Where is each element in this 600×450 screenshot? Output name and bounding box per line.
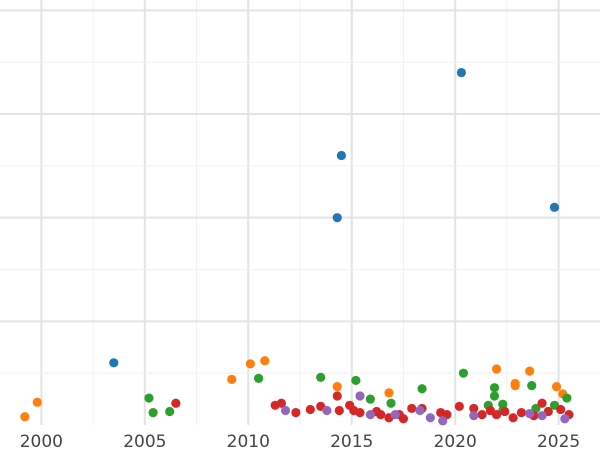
data-point bbox=[454, 401, 464, 411]
data-point bbox=[500, 406, 510, 417]
data-point bbox=[549, 202, 560, 212]
data-point bbox=[491, 364, 502, 374]
data-point bbox=[407, 403, 417, 414]
data-point bbox=[165, 406, 175, 417]
data-point bbox=[355, 391, 365, 401]
data-point bbox=[477, 410, 487, 420]
data-point bbox=[398, 414, 409, 424]
x-tick-labels: 2000 2005 2010 2015 2020 2025 bbox=[20, 432, 581, 450]
data-point bbox=[291, 407, 301, 418]
data-point bbox=[171, 398, 181, 408]
data-point bbox=[351, 375, 361, 386]
x-tick-label: 2005 bbox=[123, 432, 166, 450]
data-point bbox=[332, 382, 342, 392]
data-point bbox=[489, 383, 500, 393]
data-point bbox=[537, 398, 547, 408]
data-point bbox=[332, 391, 342, 401]
data-point bbox=[556, 404, 566, 415]
data-point bbox=[305, 404, 315, 415]
data-point bbox=[560, 414, 570, 424]
data-point bbox=[365, 410, 375, 420]
data-point bbox=[365, 394, 375, 404]
data-point bbox=[415, 405, 425, 416]
data-point bbox=[336, 150, 346, 161]
data-point bbox=[384, 388, 394, 398]
data-point bbox=[386, 398, 396, 408]
data-point bbox=[456, 67, 466, 78]
data-point bbox=[417, 384, 427, 394]
data-point bbox=[458, 368, 469, 378]
data-point bbox=[227, 374, 237, 384]
data-point bbox=[525, 408, 535, 419]
data-point bbox=[469, 403, 479, 414]
data-point bbox=[438, 416, 448, 426]
data-point bbox=[510, 378, 520, 389]
data-point bbox=[334, 405, 344, 416]
data-point bbox=[491, 410, 502, 420]
data-point bbox=[32, 397, 42, 407]
data-points bbox=[20, 67, 574, 426]
data-point bbox=[516, 407, 526, 418]
x-tick-label: 2000 bbox=[20, 432, 63, 450]
data-point bbox=[376, 410, 386, 420]
data-point bbox=[562, 393, 572, 403]
data-point bbox=[525, 366, 535, 376]
data-point bbox=[551, 382, 562, 392]
data-point bbox=[537, 411, 547, 421]
data-point bbox=[254, 373, 264, 383]
data-point bbox=[425, 413, 435, 423]
x-tick-label: 2010 bbox=[227, 432, 270, 450]
data-point bbox=[469, 411, 479, 421]
data-point bbox=[531, 403, 541, 414]
x-tick-label: 2015 bbox=[330, 432, 373, 450]
series-0 bbox=[109, 67, 560, 368]
data-point bbox=[276, 398, 286, 408]
series-4 bbox=[280, 391, 570, 426]
data-point bbox=[322, 405, 332, 416]
data-point bbox=[332, 213, 342, 223]
series-1 bbox=[20, 356, 568, 422]
data-point bbox=[316, 372, 326, 382]
data-point bbox=[489, 391, 500, 401]
data-point bbox=[20, 412, 30, 422]
grid-layer bbox=[0, 0, 600, 425]
data-point bbox=[390, 410, 400, 420]
data-point bbox=[280, 405, 291, 416]
x-tick-label: 2025 bbox=[537, 432, 580, 450]
data-point bbox=[245, 359, 255, 369]
data-point bbox=[355, 407, 365, 418]
data-point bbox=[148, 407, 158, 418]
data-point bbox=[260, 356, 270, 366]
data-point bbox=[508, 413, 518, 423]
data-point bbox=[527, 381, 537, 391]
x-tick-label: 2020 bbox=[434, 432, 477, 450]
data-point bbox=[144, 393, 154, 403]
data-point bbox=[109, 358, 119, 368]
